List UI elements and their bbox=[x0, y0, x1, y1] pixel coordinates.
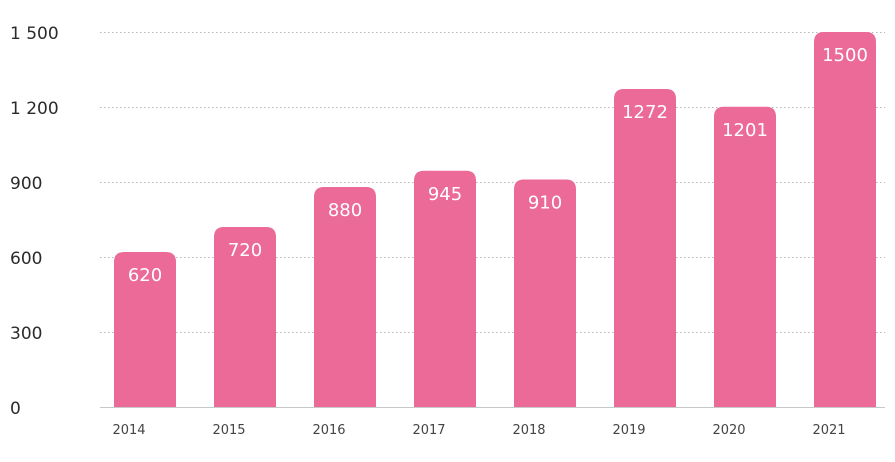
x-tick-label-2018: 2018 bbox=[512, 423, 545, 438]
bar-2018 bbox=[514, 179, 576, 407]
data-label-2020: 1201 bbox=[722, 120, 768, 141]
bar-2019 bbox=[614, 89, 676, 407]
x-tick-label-2014: 2014 bbox=[112, 423, 145, 438]
data-labels: 620 720 880 945 910 1272 1201 1500 bbox=[128, 45, 868, 286]
data-label-2021: 1500 bbox=[822, 45, 868, 66]
y-tick-label: 1 200 bbox=[10, 99, 59, 119]
y-tick-label: 600 bbox=[10, 249, 42, 269]
x-tick-label-2015: 2015 bbox=[212, 423, 245, 438]
y-axis-tick-labels: 0 300 600 900 1 200 1 500 bbox=[10, 24, 59, 419]
data-label-2015: 720 bbox=[228, 240, 262, 261]
x-tick-label-2021: 2021 bbox=[812, 423, 845, 438]
gridlines bbox=[100, 32, 885, 408]
data-label-2016: 880 bbox=[328, 200, 362, 221]
x-tick-label-2017: 2017 bbox=[412, 423, 445, 438]
data-label-2017: 945 bbox=[428, 184, 462, 205]
bar-2017 bbox=[414, 170, 476, 407]
x-tick-label-2016: 2016 bbox=[312, 423, 345, 438]
data-label-2014: 620 bbox=[128, 265, 162, 286]
bar-2016 bbox=[314, 187, 376, 407]
y-tick-label: 900 bbox=[10, 174, 42, 194]
bars bbox=[114, 32, 876, 407]
y-tick-label: 300 bbox=[10, 324, 42, 344]
data-label-2018: 910 bbox=[528, 193, 562, 214]
x-axis-tick-labels: 2014 2015 2016 2017 2018 2019 2020 2021 bbox=[112, 423, 845, 438]
bar-2020 bbox=[714, 106, 776, 407]
x-tick-label-2019: 2019 bbox=[612, 423, 645, 438]
data-label-2019: 1272 bbox=[622, 102, 668, 123]
y-tick-label: 0 bbox=[10, 399, 21, 419]
bar-2021 bbox=[814, 32, 876, 407]
bar-2014 bbox=[114, 252, 176, 407]
bar-2015 bbox=[214, 227, 276, 407]
y-tick-label: 1 500 bbox=[10, 24, 59, 44]
x-tick-label-2020: 2020 bbox=[712, 423, 745, 438]
